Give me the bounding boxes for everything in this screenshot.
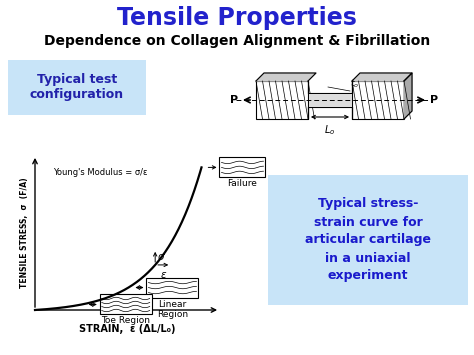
Text: Linear
Region: Linear Region [157, 300, 188, 319]
Text: Failure: Failure [228, 179, 257, 189]
FancyBboxPatch shape [8, 60, 146, 115]
Text: STRAIN,  ε (ΔL/L₀): STRAIN, ε (ΔL/L₀) [79, 324, 176, 334]
Text: Typical stress-
strain curve for
articular cartilage
in a uniaxial
experiment: Typical stress- strain curve for articul… [305, 197, 431, 283]
Text: Tensile Properties: Tensile Properties [117, 6, 357, 30]
Bar [146, 278, 199, 297]
Text: $t_o$: $t_o$ [350, 77, 359, 90]
Text: Young's Modulus = σ/ε: Young's Modulus = σ/ε [53, 168, 147, 177]
Bar [100, 295, 152, 315]
Bar [256, 81, 308, 119]
Text: TENSILE STRESS,  σ  (F/A): TENSILE STRESS, σ (F/A) [20, 177, 29, 288]
Bar [219, 157, 265, 178]
Text: σ: σ [158, 252, 165, 262]
Text: P: P [230, 95, 238, 105]
Text: Dependence on Collagen Alignment & Fibrillation: Dependence on Collagen Alignment & Fibri… [44, 34, 430, 48]
Text: Toe Region: Toe Region [101, 317, 150, 326]
Polygon shape [352, 73, 412, 81]
Text: ε: ε [160, 270, 166, 280]
Bar [352, 81, 404, 119]
FancyBboxPatch shape [268, 175, 468, 305]
Text: Typical test
configuration: Typical test configuration [30, 73, 124, 101]
Text: $L_o$: $L_o$ [324, 123, 336, 137]
Polygon shape [404, 73, 412, 119]
Bar [308, 93, 352, 107]
Text: P: P [430, 95, 438, 105]
Polygon shape [256, 73, 316, 81]
